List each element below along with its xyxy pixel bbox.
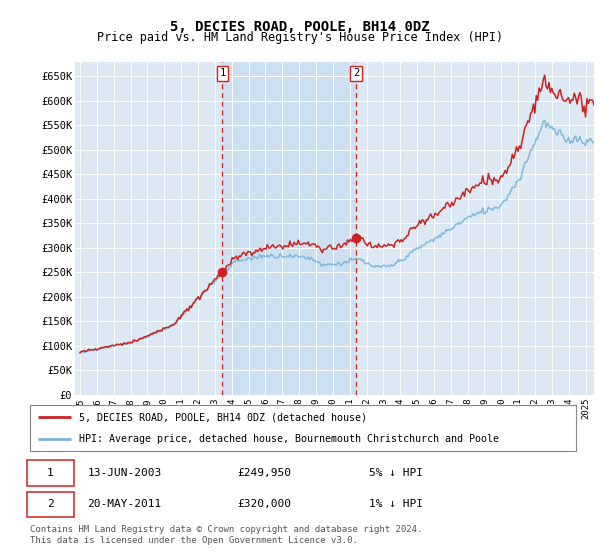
Text: 1: 1 [220, 68, 226, 78]
Text: Contains HM Land Registry data © Crown copyright and database right 2024.: Contains HM Land Registry data © Crown c… [30, 525, 422, 534]
Text: £249,950: £249,950 [238, 468, 292, 478]
Text: HPI: Average price, detached house, Bournemouth Christchurch and Poole: HPI: Average price, detached house, Bour… [79, 435, 499, 444]
Bar [223, 62, 356, 395]
Text: 2: 2 [353, 68, 359, 78]
Text: 1% ↓ HPI: 1% ↓ HPI [368, 500, 422, 510]
Text: 5% ↓ HPI: 5% ↓ HPI [368, 468, 422, 478]
Text: 2: 2 [47, 500, 54, 510]
Text: 5, DECIES ROAD, POOLE, BH14 0DZ: 5, DECIES ROAD, POOLE, BH14 0DZ [170, 20, 430, 34]
FancyBboxPatch shape [27, 460, 74, 486]
Text: 5, DECIES ROAD, POOLE, BH14 0DZ (detached house): 5, DECIES ROAD, POOLE, BH14 0DZ (detache… [79, 412, 367, 422]
Text: 13-JUN-2003: 13-JUN-2003 [88, 468, 161, 478]
FancyBboxPatch shape [27, 492, 74, 517]
Text: 20-MAY-2011: 20-MAY-2011 [88, 500, 161, 510]
Text: This data is licensed under the Open Government Licence v3.0.: This data is licensed under the Open Gov… [30, 536, 358, 545]
Text: 1: 1 [47, 468, 54, 478]
Text: Price paid vs. HM Land Registry's House Price Index (HPI): Price paid vs. HM Land Registry's House … [97, 31, 503, 44]
Text: £320,000: £320,000 [238, 500, 292, 510]
